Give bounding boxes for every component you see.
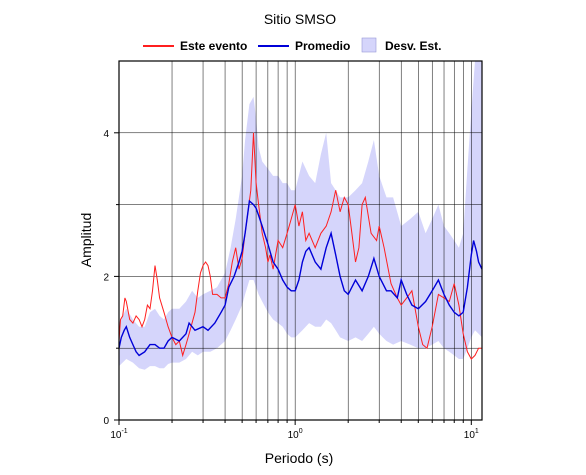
y-axis-label: Amplitud <box>78 213 94 267</box>
chart-title: Sitio SMSO <box>264 11 336 27</box>
std-dev-band <box>119 61 482 370</box>
y-tick-label: 2 <box>103 272 109 283</box>
legend-label-desv-est: Desv. Est. <box>385 39 441 53</box>
grid-lines <box>118 61 482 420</box>
legend-label-promedio: Promedio <box>295 39 350 53</box>
legend-label-este-evento: Este evento <box>180 39 247 53</box>
series-line-promedio <box>119 199 482 357</box>
y-tick-label: 0 <box>103 416 109 427</box>
axis-ticks: 0 2 4 10-1 100 101 <box>103 129 478 441</box>
x-tick-label: 101 <box>464 428 479 441</box>
series-line-este-evento <box>119 132 482 360</box>
legend-swatch-desv-est <box>361 37 377 53</box>
plot-frame <box>118 60 483 421</box>
x-tick-label: 100 <box>288 428 303 441</box>
x-tick-label: 10-1 <box>110 428 127 441</box>
legend: Este evento Promedio Desv. Est. <box>143 37 441 53</box>
x-axis-label: Periodo (s) <box>265 450 333 466</box>
y-tick-label: 4 <box>103 129 109 140</box>
